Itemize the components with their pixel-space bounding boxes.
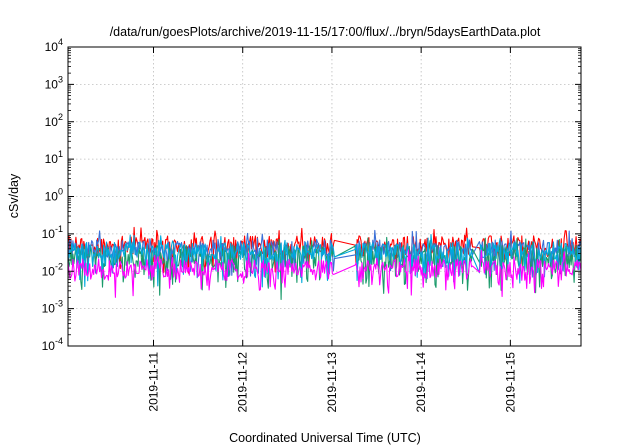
y-tick-label: 102 [45,112,63,129]
y-tick-label: 103 [45,74,63,91]
y-tick-labels: 10-4 10-3 10-2 10-1 100 101 102 103 104 [42,37,63,353]
grid [68,47,581,346]
x-tick-label: 2019-11-15 [503,352,517,413]
x-tick-label: 2019-11-11 [147,352,161,412]
y-tick-label: 100 [45,187,63,204]
x-tick-label: 2019-11-14 [414,352,428,413]
y-tick-label: 104 [45,37,63,54]
y-tick-label: 10-4 [42,336,63,353]
y-tick-label: 10-2 [42,261,63,278]
series-line-4 [67,249,582,298]
series-line-3 [67,234,582,288]
ticks [68,46,581,347]
x-tick-labels: 2019-11-11 2019-11-12 2019-11-13 2019-11-14… [147,352,518,413]
y-tick-label: 10-3 [42,299,63,316]
y-tick-label: 101 [45,149,63,166]
y-tick-label: 10-1 [42,224,63,241]
x-axis-label: Coordinated Universal Time (UTC) [229,431,421,445]
x-tick-label: 2019-11-12 [236,352,250,413]
series-layer [67,226,582,301]
x-tick-label: 2019-11-13 [325,352,339,413]
y-axis-label: cSv/day [7,173,21,218]
chart-title: /data/run/goesPlots/archive/2019-11-15/1… [110,25,541,39]
